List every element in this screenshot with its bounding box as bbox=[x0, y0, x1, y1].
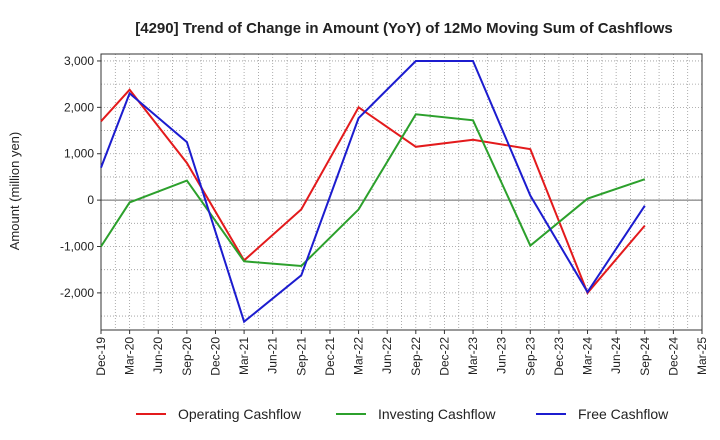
x-tick-label: Sep-23 bbox=[523, 337, 537, 376]
legend-label: Investing Cashflow bbox=[378, 406, 496, 422]
legend-label: Free Cashflow bbox=[578, 406, 669, 422]
series-group bbox=[100, 60, 646, 324]
x-tick-label: Sep-22 bbox=[409, 337, 423, 376]
axes: 3,000 2,000 1,000 0 -1,000 -2,000 Dec-19 Mar-20… bbox=[60, 53, 709, 376]
x-tick-label: Dec-24 bbox=[666, 337, 680, 376]
x-tick-label: Mar-23 bbox=[466, 337, 480, 375]
y-tick-label: 1,000 bbox=[64, 147, 94, 161]
x-tick-label: Jun-20 bbox=[151, 337, 165, 374]
series-line-free-cashflow bbox=[100, 60, 646, 324]
series-line-operating-cashflow bbox=[100, 88, 646, 295]
x-tick-label: Dec-23 bbox=[552, 337, 566, 376]
x-tick-label: Jun-24 bbox=[609, 337, 623, 374]
x-tick-label: Jun-21 bbox=[266, 337, 280, 374]
y-tick-label: 2,000 bbox=[64, 100, 94, 114]
x-tick-label: Jun-22 bbox=[380, 337, 394, 374]
y-tick-label: -1,000 bbox=[60, 240, 94, 254]
x-tick-label: Sep-20 bbox=[180, 337, 194, 376]
x-tick-label: Sep-24 bbox=[638, 337, 652, 376]
plot-frame bbox=[100, 53, 703, 331]
legend: Operating Cashflow Investing Cashflow Free… bbox=[136, 406, 669, 422]
x-tick-label: Mar-21 bbox=[237, 337, 251, 375]
y-tick-label: 0 bbox=[87, 193, 94, 207]
x-tick-label: Dec-19 bbox=[94, 337, 108, 376]
x-tick-label: Jun-23 bbox=[495, 337, 509, 374]
chart-title: [4290] Trend of Change in Amount (YoY) o… bbox=[135, 20, 673, 37]
y-axis-label: Amount (million yen) bbox=[7, 132, 22, 251]
x-tick-label: Mar-20 bbox=[123, 337, 137, 375]
x-tick-label: Dec-20 bbox=[208, 337, 222, 376]
x-tick-label: Sep-21 bbox=[294, 337, 308, 376]
x-tick-label: Dec-22 bbox=[437, 337, 451, 376]
x-tick-label: Dec-21 bbox=[323, 337, 337, 376]
series-line-investing-cashflow bbox=[100, 113, 646, 268]
legend-label: Operating Cashflow bbox=[178, 406, 302, 422]
grid bbox=[100, 54, 702, 330]
y-tick-label: 3,000 bbox=[64, 54, 94, 68]
x-tick-label: Mar-24 bbox=[581, 337, 595, 375]
x-tick-label: Mar-22 bbox=[352, 337, 366, 375]
y-tick-label: -2,000 bbox=[60, 286, 94, 300]
x-tick-label: Mar-25 bbox=[695, 337, 709, 375]
